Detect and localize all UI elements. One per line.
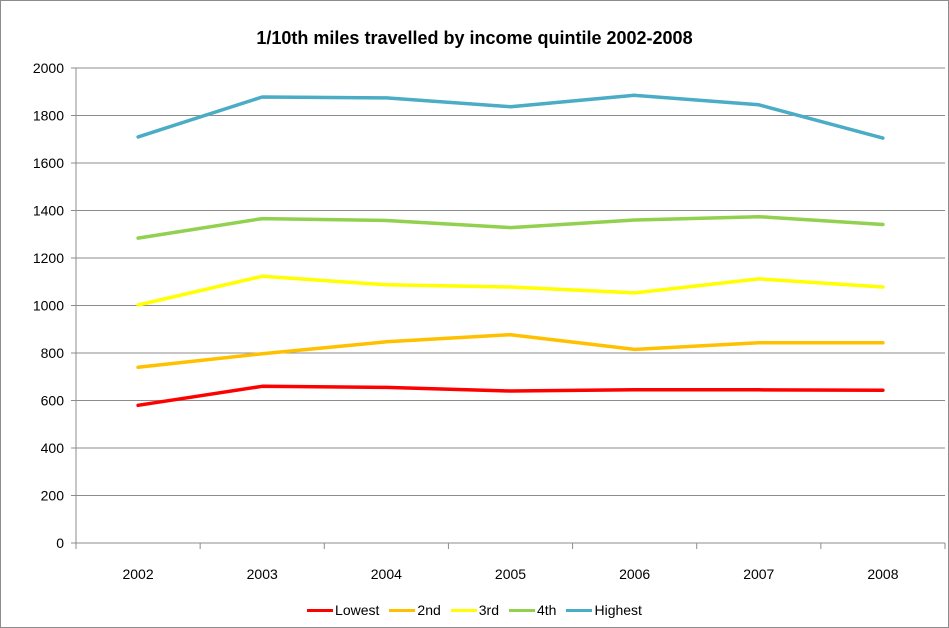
series-line-2nd: [136, 332, 885, 370]
y-tick-label: 400: [41, 440, 65, 456]
series-line-4th: [136, 214, 885, 240]
legend-swatch: [307, 608, 334, 612]
legend-swatch: [566, 608, 593, 612]
series-line-3rd: [136, 274, 885, 307]
legend-swatch: [509, 608, 535, 612]
y-tick-label: 0: [56, 535, 64, 551]
legend-item: Lowest: [307, 602, 379, 618]
chart-title: 1/10th miles travelled by income quintil…: [256, 28, 693, 48]
x-tick-label: 2007: [743, 566, 774, 582]
series-line-lowest: [136, 384, 885, 408]
y-tick-label: 600: [41, 393, 65, 409]
y-tick-label: 800: [41, 345, 65, 361]
x-tick-label: 2002: [122, 566, 153, 582]
legend-swatch: [450, 608, 477, 612]
legend-label: Highest: [594, 602, 642, 618]
y-tick-label: 1000: [33, 298, 64, 314]
legend-label: 2nd: [417, 602, 441, 618]
legend-item: Highest: [566, 602, 642, 618]
legend-label: 4th: [537, 602, 557, 618]
legend-label: 3rd: [478, 602, 499, 618]
x-tick-label: 2005: [495, 566, 526, 582]
legend-item: 2nd: [389, 602, 441, 618]
legend-swatch: [389, 608, 416, 612]
y-tick-label: 1200: [33, 250, 64, 266]
y-tick-label: 1600: [33, 155, 64, 171]
legend-item: 3rd: [450, 602, 499, 618]
legend-label: Lowest: [335, 602, 380, 618]
legend-item: 4th: [509, 602, 556, 618]
x-tick-label: 2003: [247, 566, 278, 582]
x-tick-label: 2008: [867, 566, 898, 582]
legend: Lowest 2nd 3rd 4th Highest: [0, 602, 949, 618]
y-tick-label: 1400: [33, 203, 64, 219]
x-tick-label: 2006: [619, 566, 650, 582]
x-tick-label: 2004: [371, 566, 402, 582]
series-line-highest: [136, 93, 885, 140]
y-tick-label: 1800: [33, 108, 64, 124]
y-tick-label: 200: [41, 488, 65, 504]
y-tick-label: 2000: [33, 60, 64, 76]
